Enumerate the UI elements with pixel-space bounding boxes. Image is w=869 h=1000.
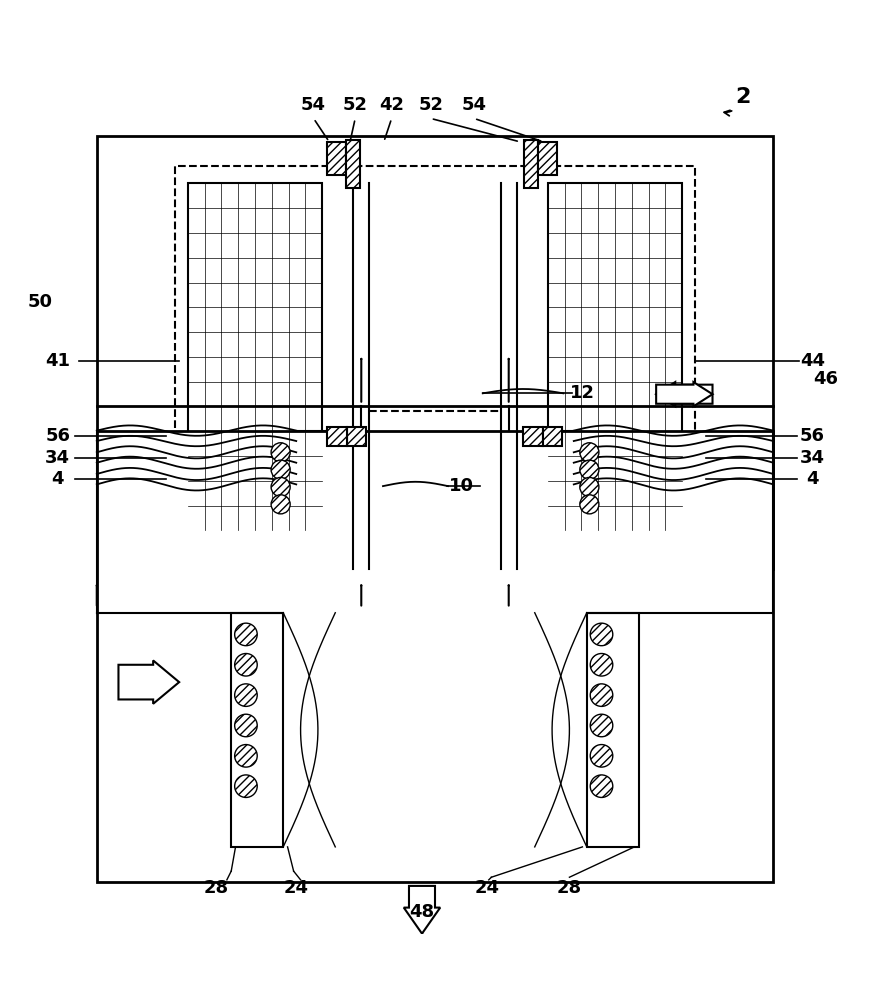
Circle shape — [589, 745, 612, 767]
Circle shape — [579, 495, 598, 514]
Text: 28: 28 — [203, 879, 229, 897]
Text: 52: 52 — [418, 96, 442, 114]
FancyArrow shape — [403, 886, 440, 934]
Text: 56: 56 — [45, 427, 70, 445]
Circle shape — [271, 460, 290, 479]
Bar — [231, 613, 283, 847]
Circle shape — [235, 684, 257, 706]
Circle shape — [235, 775, 257, 797]
Circle shape — [589, 775, 612, 797]
Bar — [326, 142, 345, 175]
Circle shape — [579, 460, 598, 479]
Text: 24: 24 — [474, 879, 499, 897]
Circle shape — [589, 684, 612, 706]
Text: 34: 34 — [799, 449, 824, 467]
Text: 34: 34 — [45, 449, 70, 467]
Bar — [523, 427, 542, 446]
Bar — [542, 427, 561, 446]
Circle shape — [589, 653, 612, 676]
Bar — [547, 183, 681, 530]
Circle shape — [235, 714, 257, 737]
Text: 28: 28 — [556, 879, 581, 897]
FancyArrow shape — [655, 382, 712, 406]
Bar — [327, 427, 346, 446]
Text: 10: 10 — [448, 477, 473, 495]
FancyArrow shape — [118, 660, 179, 704]
Circle shape — [271, 477, 290, 497]
Circle shape — [579, 443, 598, 462]
Circle shape — [235, 745, 257, 767]
Text: 24: 24 — [283, 879, 308, 897]
Text: 54: 54 — [461, 96, 486, 114]
Bar — [524, 140, 538, 188]
Text: 44: 44 — [799, 352, 824, 370]
Bar — [586, 613, 638, 847]
Bar — [96, 136, 773, 569]
Text: 41: 41 — [45, 352, 70, 370]
Circle shape — [271, 443, 290, 462]
Text: 2: 2 — [734, 87, 750, 107]
Text: 50: 50 — [28, 293, 53, 311]
Text: 54: 54 — [301, 96, 326, 114]
Circle shape — [271, 495, 290, 514]
Bar — [345, 140, 359, 188]
Bar — [538, 142, 557, 175]
Text: 42: 42 — [379, 96, 404, 114]
FancyArrow shape — [655, 382, 712, 406]
Circle shape — [579, 477, 598, 497]
Bar — [296, 431, 346, 530]
Text: 46: 46 — [812, 370, 837, 388]
Text: 52: 52 — [342, 96, 368, 114]
Bar — [175, 166, 694, 539]
Text: 56: 56 — [799, 427, 824, 445]
Bar — [346, 427, 365, 446]
Text: 12: 12 — [569, 384, 594, 402]
Circle shape — [589, 714, 612, 737]
Bar — [96, 431, 773, 882]
Bar — [523, 431, 573, 530]
Circle shape — [235, 653, 257, 676]
Circle shape — [235, 623, 257, 646]
Text: 48: 48 — [409, 903, 434, 921]
Text: 4: 4 — [51, 470, 64, 488]
Circle shape — [589, 623, 612, 646]
Text: 4: 4 — [805, 470, 818, 488]
Bar — [188, 183, 322, 530]
